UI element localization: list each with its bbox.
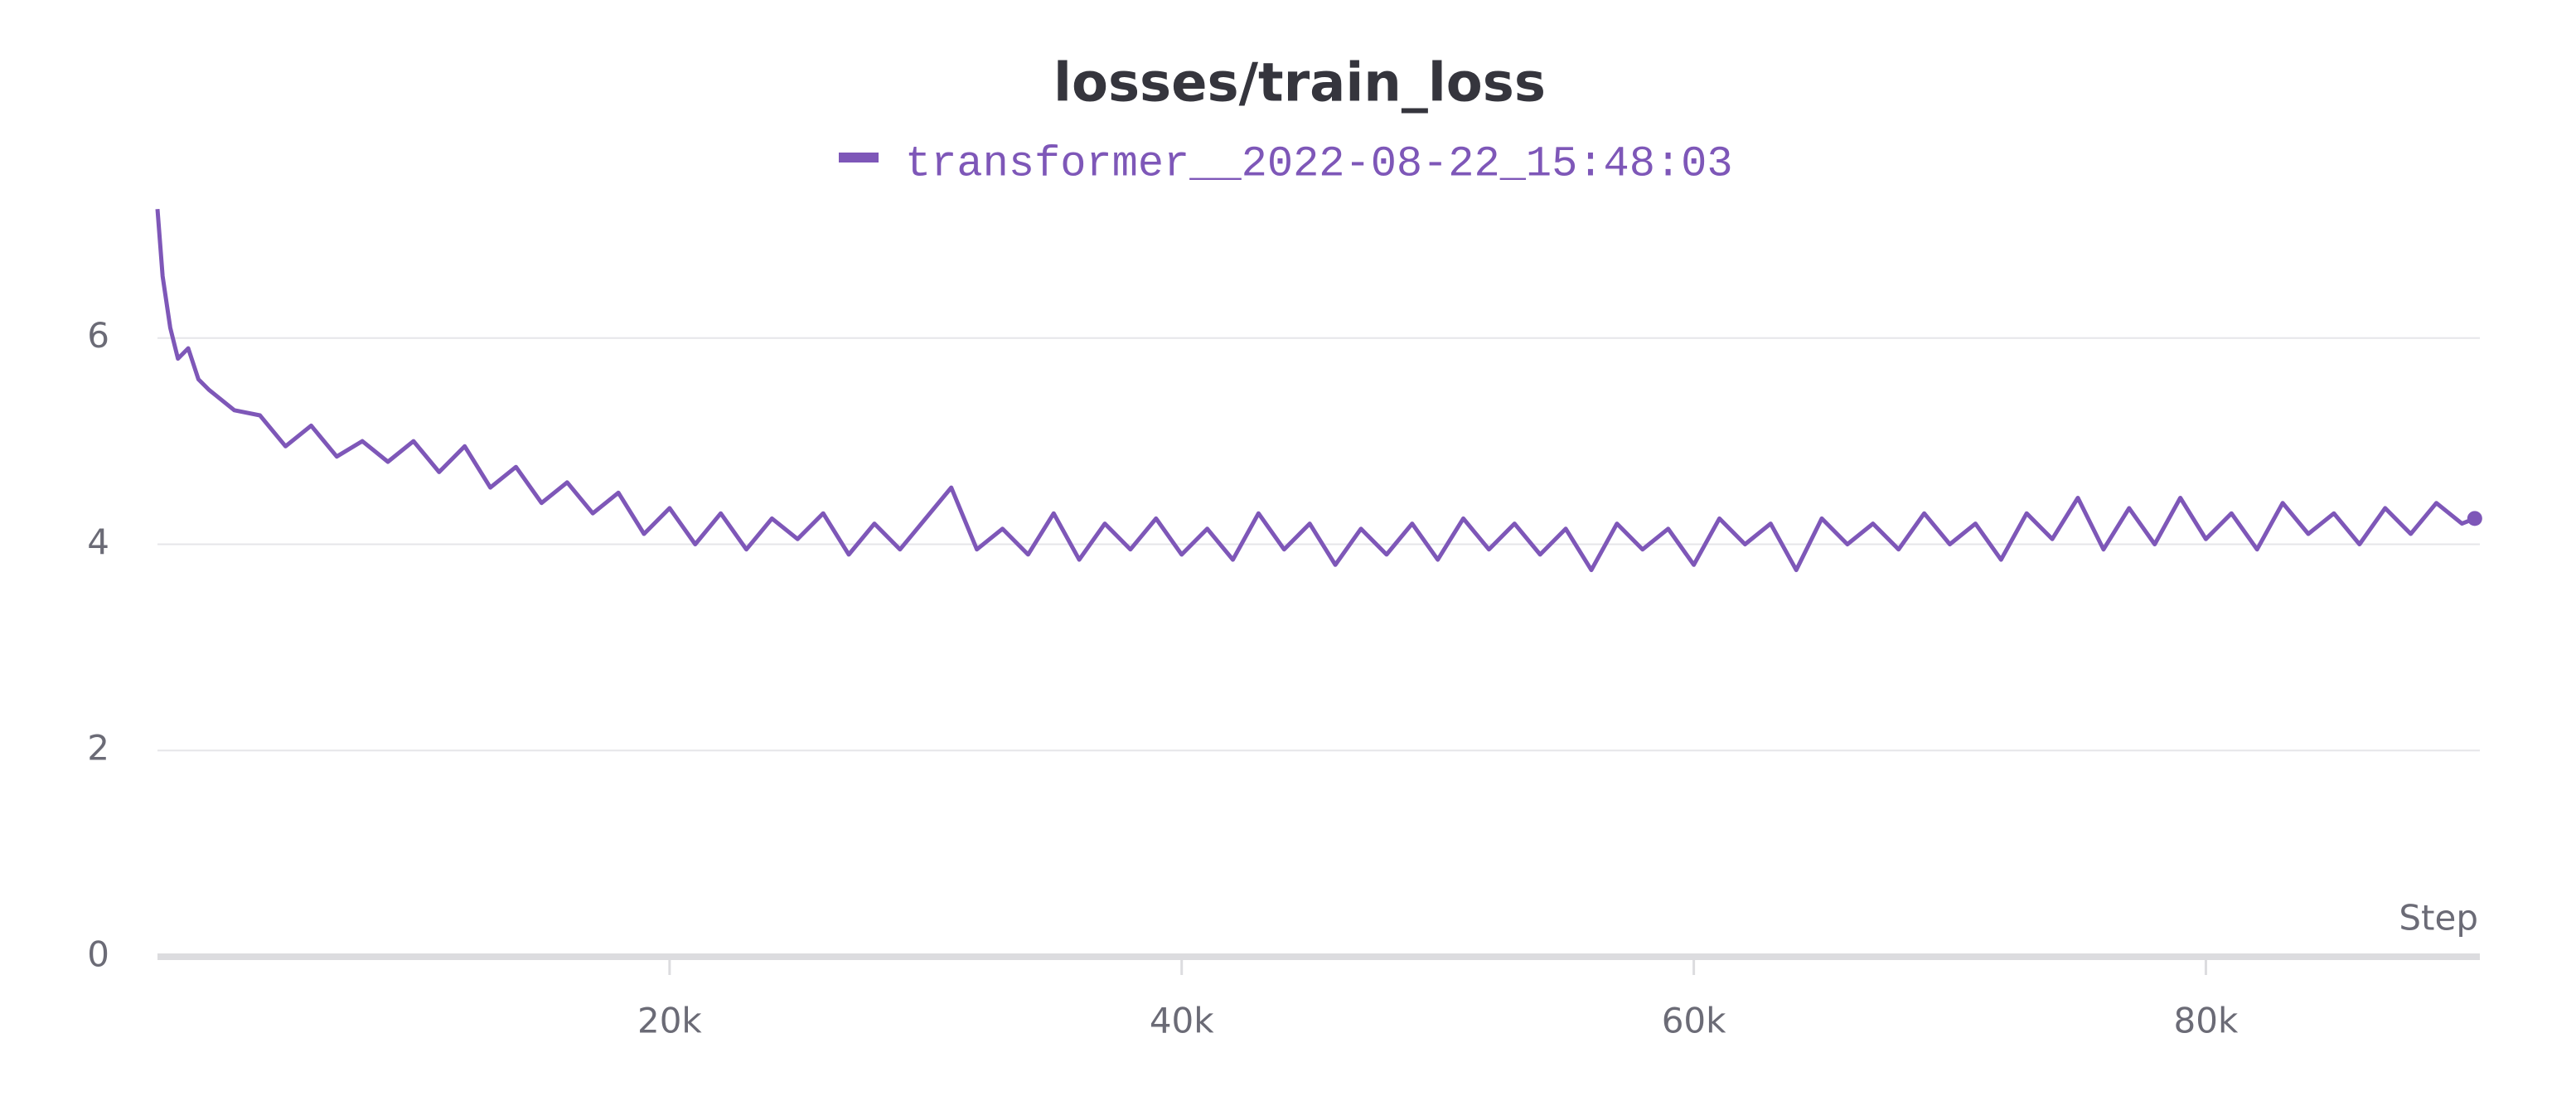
y-tick-label: 4 [87,521,109,562]
legend-label: transformer__2022-08-22_15:48:03 [905,140,1733,189]
x-tick-label: 60k [1662,1001,1726,1041]
x-axis-label: Step [2399,898,2478,939]
y-tick-label: 6 [87,315,109,356]
y-tick-label: 2 [87,728,109,769]
series-line [155,209,2476,573]
x-tick-label: 40k [1150,1001,1214,1041]
x-tick-label: 80k [2174,1001,2239,1041]
y-tick-label: 0 [87,934,109,975]
chart-title: losses/train_loss [1053,53,1546,114]
end-point [2467,511,2482,526]
x-tick-label: 20k [637,1001,702,1041]
